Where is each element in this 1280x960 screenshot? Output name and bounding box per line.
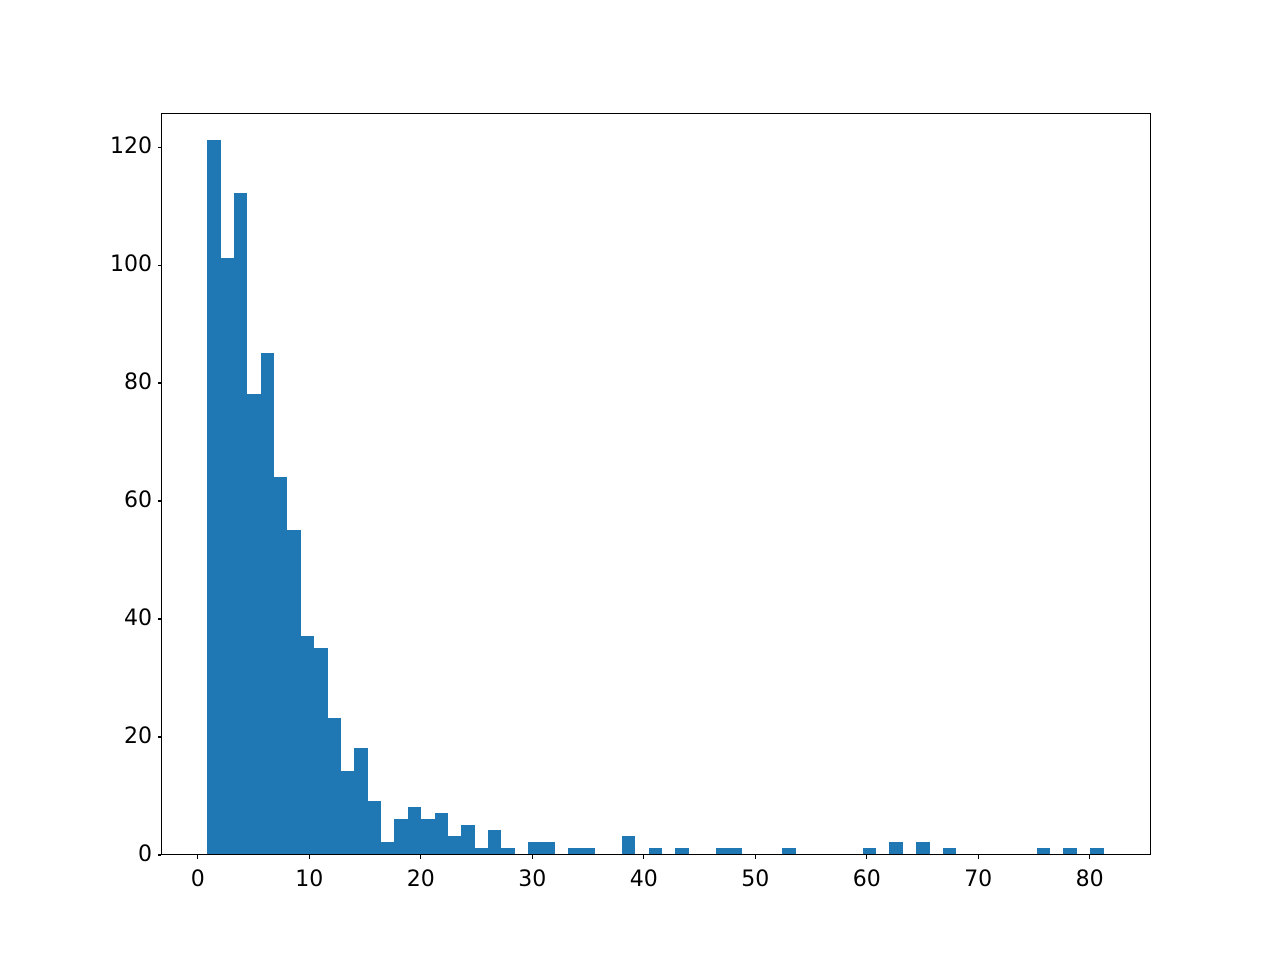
- histogram-bar: [942, 848, 957, 854]
- histogram-bar: [407, 806, 422, 854]
- histogram-bar: [621, 836, 636, 854]
- histogram-bar: [367, 800, 382, 854]
- histogram-bar: [728, 848, 743, 854]
- x-tick-mark: [643, 855, 645, 859]
- histogram-bar: [782, 848, 796, 854]
- y-tick-mark: [157, 854, 161, 856]
- x-tick-mark: [420, 855, 422, 859]
- y-tick-mark: [157, 382, 161, 384]
- x-tick-mark: [531, 855, 533, 859]
- y-tick-label: 60: [124, 488, 152, 514]
- histogram-bar: [474, 848, 489, 854]
- histogram-bar: [274, 476, 288, 854]
- x-tick-label: 0: [190, 867, 205, 892]
- x-tick-label: 20: [406, 867, 435, 892]
- y-tick-mark: [157, 736, 161, 738]
- histogram-bar: [916, 842, 930, 854]
- histogram-bar: [541, 842, 555, 854]
- x-tick-label: 50: [741, 867, 770, 892]
- x-tick-mark: [866, 855, 868, 859]
- histogram-bar: [340, 771, 355, 854]
- histogram-bar: [1090, 848, 1104, 854]
- histogram-bar: [220, 258, 234, 854]
- histogram-bar: [501, 848, 515, 854]
- histogram-bar: [648, 848, 662, 854]
- y-tick-label: 120: [110, 134, 152, 160]
- y-tick-label: 100: [110, 252, 152, 278]
- histogram-bar: [434, 812, 448, 854]
- y-tick-mark: [157, 264, 161, 266]
- histogram-bar: [260, 352, 275, 854]
- y-tick-label: 0: [138, 842, 152, 867]
- histogram-bar: [715, 848, 729, 854]
- x-tick-mark: [977, 855, 979, 859]
- histogram-bar: [488, 830, 502, 854]
- y-tick-mark: [157, 146, 161, 148]
- x-tick-label: 40: [629, 867, 658, 892]
- plot-axes: [161, 113, 1151, 855]
- x-tick-label: 80: [1075, 867, 1104, 892]
- histogram-bar: [568, 848, 582, 854]
- x-tick-mark: [1089, 855, 1091, 859]
- histogram-bar: [528, 842, 542, 854]
- y-tick-label: 40: [124, 606, 152, 632]
- x-tick-mark: [308, 855, 310, 859]
- histogram-bar: [461, 824, 475, 854]
- histogram-bar: [314, 647, 328, 854]
- histogram-bar: [1036, 848, 1050, 854]
- histogram-bar: [447, 836, 462, 854]
- histogram-bars: [162, 114, 1150, 854]
- x-tick-label: 10: [295, 867, 324, 892]
- x-tick-label: 60: [852, 867, 881, 892]
- y-tick-label: 20: [124, 724, 152, 750]
- histogram-bar: [233, 193, 248, 854]
- x-axis-ticks: 0 10 20 30 40 50 60 70 80: [161, 855, 1151, 915]
- x-tick-mark: [197, 855, 199, 859]
- y-tick-mark: [157, 500, 161, 502]
- histogram-bar: [207, 140, 221, 854]
- histogram-bar: [354, 747, 368, 854]
- y-tick-label: 80: [124, 370, 152, 396]
- histogram-bar: [287, 529, 301, 854]
- histogram-bar: [247, 393, 261, 854]
- x-tick-label: 70: [964, 867, 993, 892]
- y-tick-mark: [157, 618, 161, 620]
- histogram-bar: [381, 842, 395, 854]
- histogram-bar: [327, 718, 341, 854]
- histogram-bar: [889, 842, 903, 854]
- histogram-bar: [300, 635, 315, 854]
- histogram-bar: [862, 848, 877, 854]
- histogram-bar: [581, 848, 596, 854]
- histogram-bar: [421, 818, 435, 854]
- histogram-bar: [1063, 848, 1077, 854]
- histogram-bar: [675, 848, 689, 854]
- histogram-bar: [394, 818, 408, 854]
- x-tick-mark: [754, 855, 756, 859]
- x-tick-label: 30: [518, 867, 547, 892]
